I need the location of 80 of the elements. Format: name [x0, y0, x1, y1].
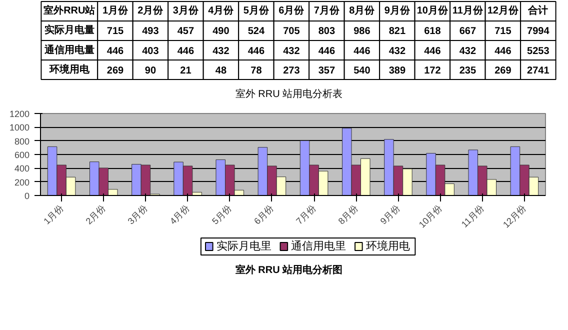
data-label: 446: [424, 46, 442, 57]
data-label: 7994: [527, 26, 550, 38]
data-label: 446: [177, 46, 194, 57]
x-tick-label: 6月份: [252, 202, 276, 226]
data-label: 618: [424, 26, 442, 38]
x-tick-label: 10月份: [416, 202, 444, 230]
y-tick-label: 400: [14, 164, 30, 174]
data-label: 48: [215, 65, 227, 76]
legend-label: 通信用电里: [291, 240, 346, 252]
x-tick-label: 4月份: [208, 4, 235, 17]
x-tick-label: 7月份: [294, 202, 318, 226]
y-tick-label: 800: [14, 136, 30, 146]
data-label: 457: [177, 26, 194, 38]
x-tick-label: 10月份: [416, 4, 449, 17]
data-label: 357: [318, 65, 336, 76]
x-tick-label: 11月份: [460, 202, 486, 230]
y-tick-label: 1200: [9, 109, 30, 119]
data-label: 2741: [527, 65, 550, 76]
x-tick-label: 4月份: [168, 202, 192, 226]
data-label: 269: [106, 65, 124, 76]
data-label: 715: [106, 26, 124, 38]
data-label: 540: [354, 65, 371, 76]
data-label: 446: [248, 46, 265, 57]
data-label: 389: [388, 65, 406, 76]
x-tick-label: 5月份: [243, 4, 270, 17]
legend-label: 环境用电: [366, 240, 410, 252]
data-label: 446: [318, 46, 336, 57]
data-label: 446: [494, 46, 512, 57]
x-tick-label: 1月份: [42, 202, 66, 226]
text: 室外 RRU 站用电分析表: [234, 88, 344, 102]
data-label: 493: [142, 26, 160, 38]
x-tick-label: 3月份: [172, 4, 200, 17]
x-tick-label: 1月份: [102, 4, 129, 17]
x-tick-label: 12月份: [501, 202, 528, 230]
x-tick-label: 3月份: [126, 202, 150, 226]
data-label: 403: [142, 46, 160, 57]
x-tick-label: 9月份: [378, 202, 402, 226]
data-label: 821: [388, 26, 406, 38]
y-tick-label: 实际月电量: [44, 24, 94, 36]
x-tick-label: 2月份: [138, 4, 164, 17]
y-tick-label: 600: [14, 150, 30, 160]
data-label: 986: [354, 26, 371, 38]
data-label: 172: [424, 65, 442, 76]
data-label: 21: [180, 65, 192, 76]
data-label: 432: [283, 46, 300, 57]
y-tick-label: 200: [14, 177, 30, 188]
x-tick-label: 8月份: [336, 202, 360, 226]
x-tick-label: 6月份: [278, 4, 306, 17]
y-tick-label: 1000: [9, 122, 30, 133]
x-tick-label: 合计: [527, 4, 548, 17]
x-tick-label: 9月份: [384, 4, 411, 17]
data-label: 667: [459, 26, 476, 38]
data-label: 235: [459, 65, 476, 76]
data-label: 432: [459, 46, 476, 57]
data-label: 78: [250, 65, 262, 76]
text: 室外 RRU 站用电分析图: [234, 264, 344, 278]
data-label: 432: [388, 46, 406, 57]
data-label: 432: [212, 46, 230, 57]
x-tick-label: 2月份: [84, 202, 108, 226]
y-tick-label: 环境用电: [48, 63, 90, 76]
y-tick-label: 通信用电量: [43, 44, 94, 56]
y-tick-label: 0: [24, 191, 30, 201]
x-tick-label: 7月份: [314, 4, 340, 17]
x-tick-label: 11月份: [452, 4, 484, 17]
data-label: 490: [212, 26, 230, 38]
data-label: 273: [283, 65, 300, 76]
x-tick-label: 5月份: [210, 202, 234, 226]
data-label: 705: [283, 26, 300, 38]
data-label: 803: [318, 26, 336, 38]
data-label: 269: [494, 65, 512, 76]
legend-label: 实际月电里: [216, 240, 272, 252]
text: 室外RRU站: [44, 4, 96, 17]
data-label: 90: [144, 65, 156, 76]
data-label: 5253: [527, 46, 550, 57]
data-label: 446: [354, 46, 371, 57]
x-tick-label: 12月份: [487, 4, 520, 17]
data-label: 446: [106, 46, 124, 57]
data-label: 715: [494, 26, 512, 38]
data-label: 524: [248, 26, 265, 38]
x-tick-label: 8月份: [349, 4, 376, 17]
